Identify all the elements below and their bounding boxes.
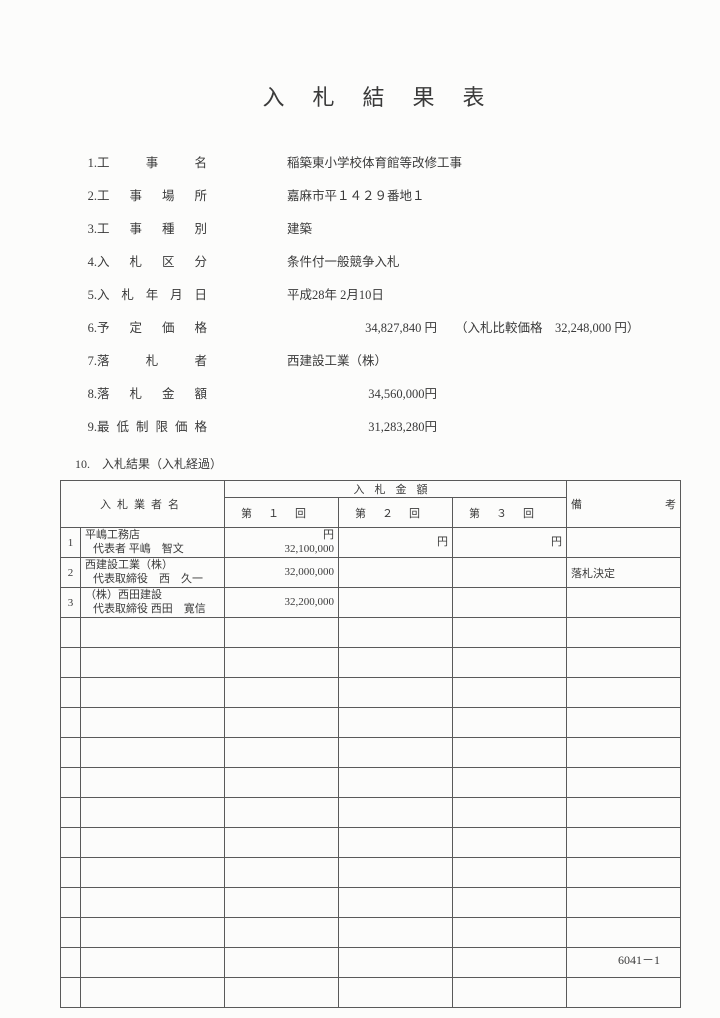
table-row: 1平嶋工務店代表者 平嶋 智文円32,100,000円円: [61, 528, 681, 558]
th-round3: 第３回: [453, 498, 567, 528]
amount-round2: 円: [339, 528, 453, 558]
document-page: 入札結果表 1.工事名稲築東小学校体育館等改修工事 2.工事場所嘉麻市平１４２９番…: [0, 0, 720, 1018]
field-label: 工事名: [97, 152, 247, 171]
page-title: 入札結果表: [50, 80, 675, 112]
result-table: 入札業者名 入札金額 備考 第１回 第２回 第３回 1平嶋工務店代表者 平嶋 智…: [60, 480, 681, 1008]
field-number: 2.: [75, 189, 97, 204]
field-value: 31,283,280円: [247, 416, 437, 435]
field-value: 建築: [247, 218, 312, 237]
section-10-heading: 10. 入札結果（入札経過）: [75, 455, 675, 472]
field-row: 1.工事名稲築東小学校体育館等改修工事: [75, 152, 675, 171]
amount-round3: [453, 588, 567, 618]
field-value: 稲築東小学校体育館等改修工事: [247, 152, 462, 171]
field-value: 条件付一般競争入札: [247, 251, 400, 270]
table-row-empty: [61, 738, 681, 768]
bidder-name: 西建設工業（株）代表取締役 西 久一: [81, 558, 225, 588]
field-label: 工事種別: [97, 218, 247, 237]
field-number: 9.: [75, 420, 97, 435]
amount-round3: 円: [453, 528, 567, 558]
remark-cell: [567, 528, 681, 558]
th-amount: 入札金額: [225, 481, 567, 498]
footer-page-number: 6041－1: [618, 951, 660, 968]
field-label: 工事場所: [97, 185, 247, 204]
field-row: 2.工事場所嘉麻市平１４２９番地１: [75, 185, 675, 204]
table-row-empty: [61, 978, 681, 1008]
field-number: 3.: [75, 222, 97, 237]
remark-cell: 落札決定: [567, 558, 681, 588]
bidder-name: （株）西田建設代表取締役 西田 寛信: [81, 588, 225, 618]
field-value: 34,827,840 円（入札比較価格 32,248,000 円）: [247, 317, 639, 336]
field-number: 6.: [75, 321, 97, 336]
field-row: 9.最低制限価格31,283,280円: [75, 416, 675, 435]
table-row-empty: [61, 828, 681, 858]
field-number: 4.: [75, 255, 97, 270]
amount-round1: 32,200,000: [225, 588, 339, 618]
field-row: 4.入札区分条件付一般競争入札: [75, 251, 675, 270]
field-label: 予定価格: [97, 317, 247, 336]
row-number: 3: [61, 588, 81, 618]
fields-block: 1.工事名稲築東小学校体育館等改修工事2.工事場所嘉麻市平１４２９番地１3.工事…: [75, 152, 675, 435]
field-label: 落札者: [97, 350, 247, 369]
field-value: 34,560,000円: [247, 383, 437, 402]
th-remark: 備考: [567, 481, 681, 528]
field-row: 3.工事種別建築: [75, 218, 675, 237]
table-row-empty: [61, 918, 681, 948]
field-value: 嘉麻市平１４２９番地１: [247, 185, 425, 204]
row-number: 1: [61, 528, 81, 558]
field-number: 8.: [75, 387, 97, 402]
field-row: 7.落札者西建設工業（株）: [75, 350, 675, 369]
field-label: 入札区分: [97, 251, 247, 270]
amount-round3: [453, 558, 567, 588]
table-row-empty: [61, 618, 681, 648]
table-row: 2西建設工業（株）代表取締役 西 久一32,000,000 落札決定: [61, 558, 681, 588]
table-row-empty: [61, 678, 681, 708]
field-value: 平成28年 2月10日: [247, 284, 384, 303]
table-row-empty: [61, 648, 681, 678]
field-number: 7.: [75, 354, 97, 369]
th-round2: 第２回: [339, 498, 453, 528]
table-row-empty: [61, 768, 681, 798]
amount-round2: [339, 588, 453, 618]
field-number: 1.: [75, 156, 97, 171]
row-number: 2: [61, 558, 81, 588]
table-row-empty: [61, 798, 681, 828]
field-label: 入札年月日: [97, 284, 247, 303]
field-row: 6.予定価格34,827,840 円（入札比較価格 32,248,000 円）: [75, 317, 675, 336]
table-row-empty: [61, 888, 681, 918]
amount-round2: [339, 558, 453, 588]
field-row: 5.入札年月日平成28年 2月10日: [75, 284, 675, 303]
amount-round1: 32,000,000: [225, 558, 339, 588]
table-row-empty: [61, 948, 681, 978]
amount-round1: 円32,100,000: [225, 528, 339, 558]
field-number: 5.: [75, 288, 97, 303]
table-row: 3（株）西田建設代表取締役 西田 寛信32,200,000: [61, 588, 681, 618]
th-bidder: 入札業者名: [61, 481, 225, 528]
field-label: 最低制限価格: [97, 416, 247, 435]
field-label: 落札金額: [97, 383, 247, 402]
th-round1: 第１回: [225, 498, 339, 528]
table-row-empty: [61, 858, 681, 888]
field-value: 西建設工業（株）: [247, 350, 387, 369]
bidder-name: 平嶋工務店代表者 平嶋 智文: [81, 528, 225, 558]
field-row: 8.落札金額34,560,000円: [75, 383, 675, 402]
field-extra: （入札比較価格 32,248,000 円）: [455, 321, 639, 335]
table-row-empty: [61, 708, 681, 738]
remark-cell: [567, 588, 681, 618]
